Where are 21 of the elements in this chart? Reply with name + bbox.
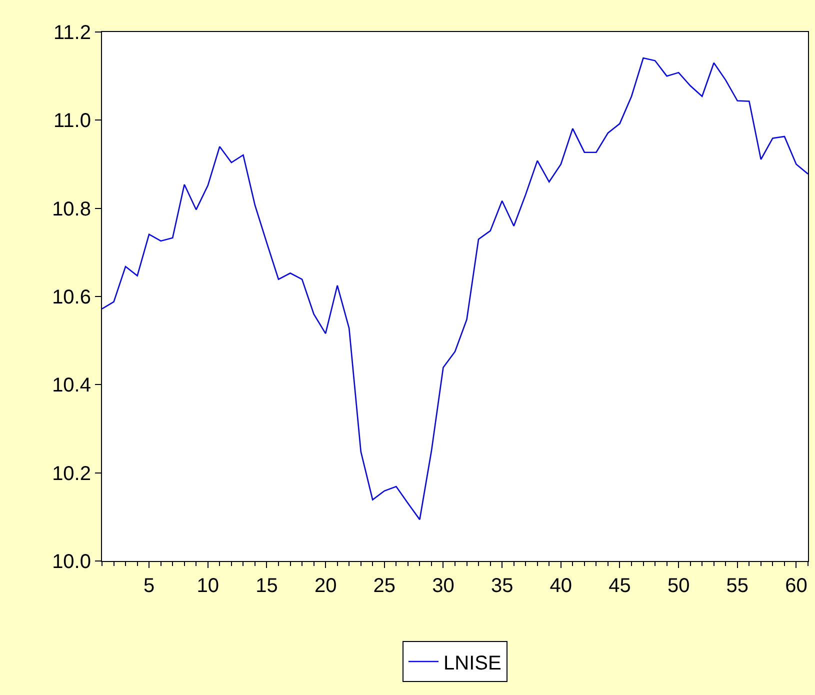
x-tick-label: 45 [608,575,631,597]
y-tick-label: 10.0 [52,551,91,573]
x-tick-label: 55 [726,575,749,597]
line-series [102,57,808,520]
x-tick-label: 20 [314,575,337,597]
x-tick-label: 15 [256,575,278,597]
y-tick-label: 10.4 [52,374,91,397]
y-tick-label: 11.2 [54,22,91,44]
y-tick-label: 11.0 [54,110,91,132]
legend-label: LNISE [444,652,502,674]
x-tick-label: 10 [196,575,220,597]
x-tick-label: 50 [667,575,690,597]
x-tick-label: 35 [490,575,514,597]
y-tick-label: 10.8 [52,198,91,220]
x-tick-label: 60 [785,575,808,597]
y-tick-label: 10.2 [52,462,91,485]
y-tick-label: 10.6 [52,286,91,308]
x-tick-label: 30 [432,575,454,597]
x-tick-label: 25 [373,575,396,597]
x-tick-label: 5 [144,575,155,597]
x-tick-label: 40 [550,575,572,597]
